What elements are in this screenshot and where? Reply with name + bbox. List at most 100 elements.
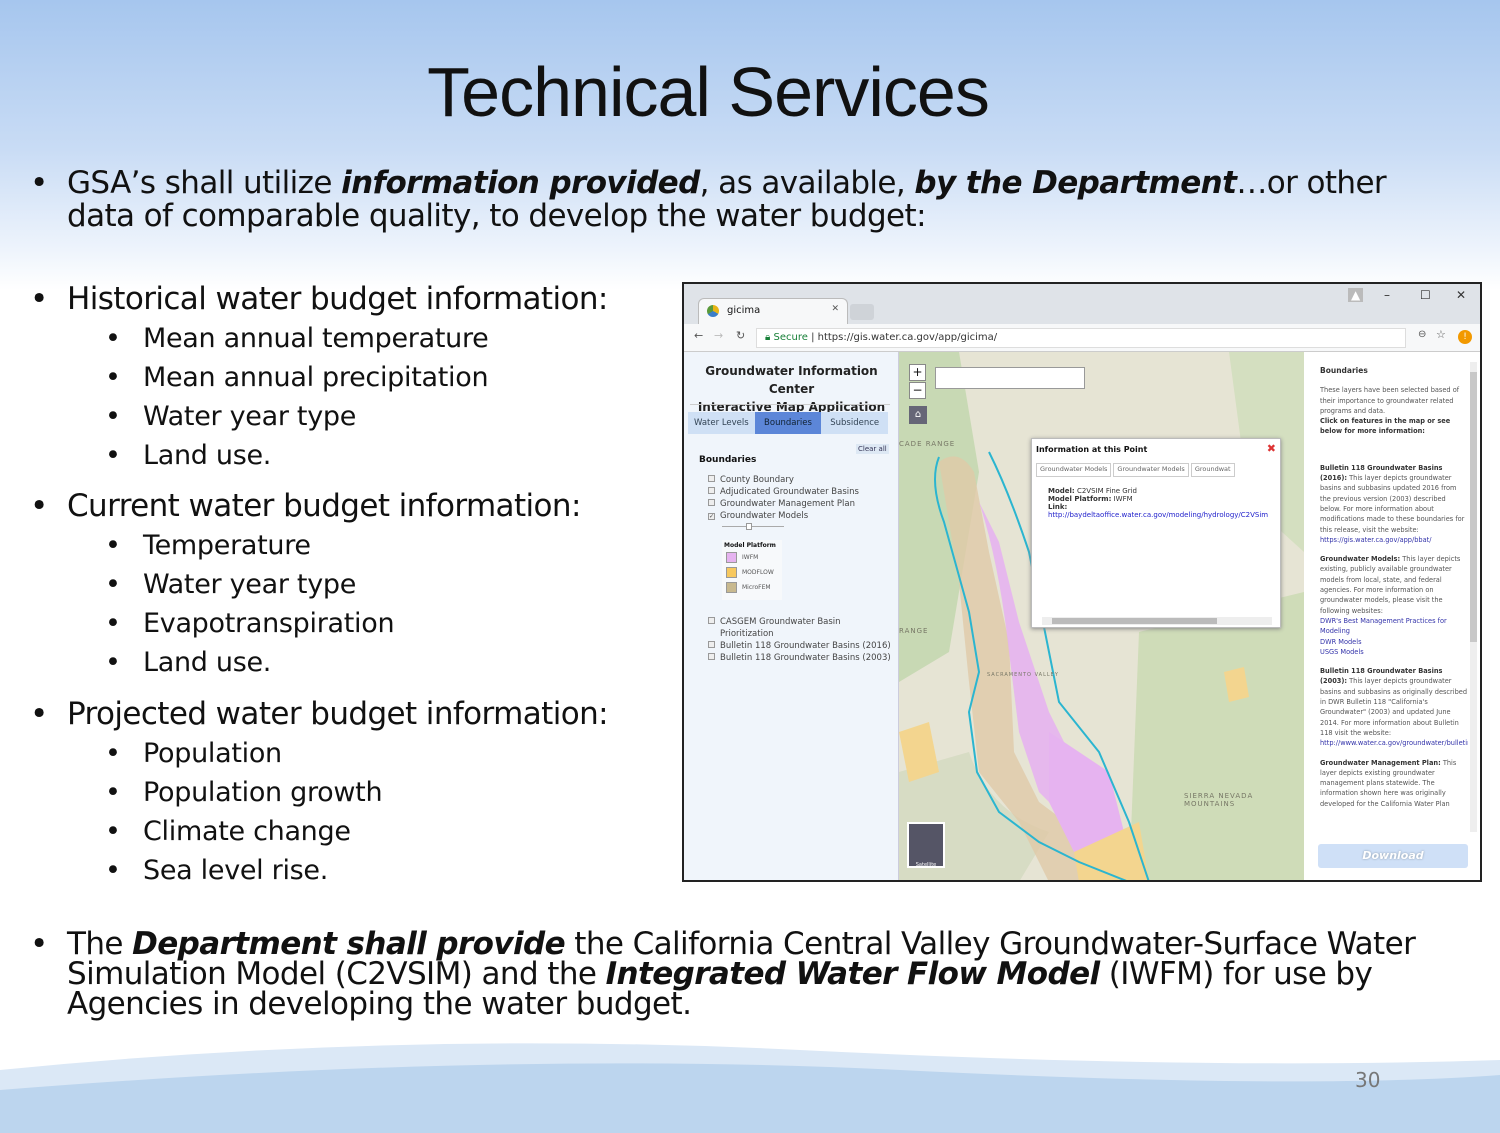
- download-button[interactable]: Download: [1318, 844, 1468, 868]
- text: (IWFM) for use by Agencies in developing…: [67, 956, 1373, 1022]
- model-link[interactable]: http://baydeltaoffice.water.ca.gov/model…: [1048, 511, 1269, 519]
- layer-checkbox[interactable]: Adjudicated Groundwater Basins: [708, 486, 859, 498]
- opacity-slider[interactable]: [722, 526, 784, 527]
- info-intro-bold: Click on features in the map or see belo…: [1320, 417, 1451, 436]
- info-link[interactable]: DWR's Best Management Practices for Mode…: [1320, 616, 1447, 636]
- popup-tab[interactable]: Groundwat: [1190, 463, 1235, 477]
- reload-icon[interactable]: ↻: [736, 329, 746, 342]
- text: GSA’s shall utilize: [67, 165, 342, 201]
- sub-bullet: • Sea level rise.: [105, 855, 328, 886]
- section-heading: Projected water budget information:: [67, 696, 609, 732]
- new-tab-button[interactable]: [850, 304, 874, 320]
- text: , as available,: [699, 165, 915, 201]
- user-icon[interactable]: ▲: [1348, 288, 1364, 302]
- map-view[interactable]: + − ⌂ SIERRA NEVADA MOUNTAINS SACRAMENTO…: [899, 352, 1304, 880]
- sub-bullet-text: Population: [143, 738, 282, 769]
- popup-scrollbar[interactable]: [1042, 617, 1272, 625]
- popup-tab[interactable]: Groundwater Models: [1036, 463, 1112, 477]
- text: …or other data of comparable quality, to…: [67, 165, 1387, 234]
- browser-tab[interactable]: gicima ✕: [698, 298, 848, 324]
- tab-water-levels[interactable]: Water Levels: [693, 418, 749, 428]
- app-title: Groundwater Information Center Interactiv…: [697, 364, 886, 414]
- tab-subsidence[interactable]: Subsidence: [830, 418, 880, 428]
- map-label: RANGE: [899, 627, 929, 635]
- close-tab-icon[interactable]: ✕: [831, 304, 839, 314]
- address-bar-row: ← → ↻ 🔒︎ Secure | https://gis.water.ca.g…: [684, 324, 1480, 352]
- zoom-in-button[interactable]: +: [909, 364, 926, 381]
- info-link[interactable]: https://gis.water.ca.gov/app/bbat/: [1320, 535, 1432, 544]
- bullet-dot: •: [105, 440, 121, 471]
- zoom-out-button[interactable]: −: [909, 382, 926, 399]
- zoom-icon[interactable]: ⊖: [1418, 329, 1427, 340]
- info-link[interactable]: http://www.water.ca.gov/groundwater/bull…: [1320, 739, 1468, 748]
- layer-checkbox[interactable]: ✓ Groundwater Models: [708, 511, 809, 521]
- bullet-dot: •: [105, 530, 121, 561]
- model-platform-legend: Model Platform IWFM MODFLOW MicroFEM: [722, 540, 782, 600]
- sub-bullet-text: Population growth: [143, 777, 383, 808]
- tab-title: gicima: [727, 305, 761, 316]
- popup-body: Model: C2VSIM Fine Grid Model Platform: …: [1048, 487, 1269, 519]
- sub-bullet: • Population growth: [105, 777, 383, 808]
- info-intro: These layers have been selected based of…: [1320, 386, 1460, 415]
- legend-label: MicroFEM: [742, 584, 771, 591]
- layer-checkbox[interactable]: CASGEM Groundwater Basin Prioritization: [708, 616, 841, 640]
- url-input[interactable]: 🔒︎ Secure | https://gis.water.ca.gov/app…: [756, 328, 1406, 348]
- layer-checkbox[interactable]: Groundwater Management Plan: [708, 498, 855, 510]
- info-entry: Groundwater Models: This layer depicts e…: [1320, 554, 1468, 657]
- map-search-input[interactable]: [935, 367, 1085, 389]
- sub-bullet: • Mean annual precipitation: [105, 362, 489, 393]
- section-bullet: • Projected water budget information:: [30, 696, 609, 732]
- bullet-dot: •: [105, 738, 121, 769]
- tab-boundaries[interactable]: Boundaries: [754, 412, 822, 434]
- emphasis: Department shall provide: [132, 926, 566, 962]
- sub-bullet-text: Land use.: [143, 647, 272, 678]
- layer-checkbox[interactable]: Bulletin 118 Groundwater Basins (2003): [708, 652, 891, 664]
- clear-all-button[interactable]: Clear all: [856, 444, 889, 454]
- info-entry: Bulletin 118 Groundwater Basins (2016): …: [1320, 463, 1468, 545]
- map-label: SIERRA NEVADA MOUNTAINS: [1184, 792, 1254, 808]
- forward-icon[interactable]: →: [714, 329, 724, 342]
- slide-title: Technical Services: [427, 53, 990, 131]
- page-number: 30: [1355, 1068, 1381, 1092]
- sub-bullet-text: Water year type: [143, 401, 357, 432]
- layer-tabs: Water Levels Boundaries Subsidence: [688, 412, 888, 434]
- bullet-dot: •: [30, 165, 48, 201]
- bullet-dot: •: [105, 362, 121, 393]
- legend-swatch: [726, 552, 737, 563]
- maximize-icon[interactable]: ☐: [1420, 288, 1431, 302]
- sub-bullet-text: Sea level rise.: [143, 855, 329, 886]
- info-panel-scrollbar[interactable]: [1470, 362, 1477, 832]
- popup-close-icon[interactable]: ✖: [1266, 442, 1276, 455]
- bullet-dot: •: [105, 647, 121, 678]
- legend-label: MODFLOW: [742, 569, 774, 576]
- layer-checkbox[interactable]: Bulletin 118 Groundwater Basins (2016): [708, 640, 891, 652]
- home-button[interactable]: ⌂: [909, 406, 927, 424]
- popup-title: Information at this Point: [1036, 445, 1148, 454]
- sub-bullet-text: Land use.: [143, 440, 272, 471]
- info-link[interactable]: DWR Models: [1320, 637, 1362, 646]
- info-popup: Information at this Point ✖ Groundwater …: [1031, 438, 1281, 628]
- sub-bullet: • Climate change: [105, 816, 351, 847]
- sub-bullet: • Mean annual temperature: [105, 323, 489, 354]
- bookmark-star-icon[interactable]: ☆: [1436, 328, 1446, 341]
- opacity-slider-handle[interactable]: [746, 523, 752, 530]
- boundaries-heading: Boundaries: [699, 455, 757, 465]
- satellite-toggle[interactable]: Satellite: [907, 822, 945, 868]
- section-heading: Historical water budget information:: [67, 281, 608, 317]
- info-link[interactable]: USGS Models: [1320, 647, 1364, 656]
- popup-tab[interactable]: Groundwater Models: [1113, 463, 1189, 477]
- alert-icon[interactable]: !: [1458, 330, 1472, 344]
- map-label: CADE RANGE: [899, 440, 956, 448]
- close-window-icon[interactable]: ✕: [1456, 288, 1467, 302]
- bullet-dot: •: [30, 926, 48, 962]
- minimize-icon[interactable]: –: [1384, 288, 1390, 302]
- info-entry: Groundwater Management Plan: This layer …: [1320, 758, 1457, 808]
- text: the California Central Valley Groundwate…: [67, 926, 1416, 992]
- sub-bullet: • Water year type: [105, 569, 356, 600]
- info-heading: Boundaries: [1320, 366, 1368, 375]
- layer-checkbox[interactable]: County Boundary: [708, 474, 794, 486]
- section-heading: Current water budget information:: [67, 488, 581, 524]
- layer-sidebar: Groundwater Information Center Interactiv…: [684, 352, 899, 880]
- sub-bullet: • Land use.: [105, 440, 271, 471]
- back-icon[interactable]: ←: [694, 329, 704, 342]
